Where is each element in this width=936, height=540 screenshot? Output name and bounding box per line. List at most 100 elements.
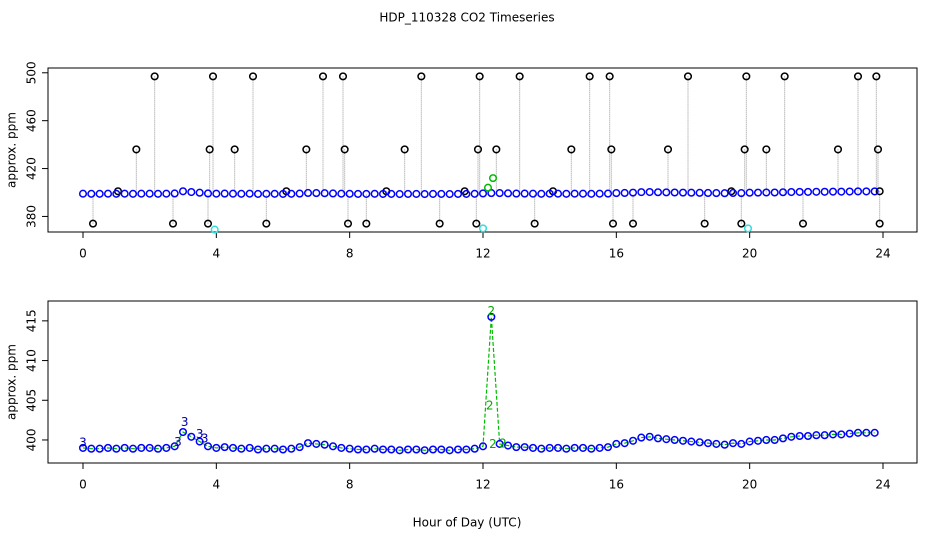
data-point [387,189,396,198]
data-point [603,189,613,198]
x-tick-label: 24 [875,478,890,492]
data-point [228,189,238,198]
data-point [712,189,721,198]
data-point [337,443,346,452]
data-point [578,189,588,198]
data-point [803,187,813,196]
data-point [205,145,214,154]
data-point [428,445,438,454]
data-point [612,439,621,448]
data-point [488,174,498,183]
x-tick-label: 8 [346,247,354,261]
data-point [820,431,829,440]
data-point [737,219,746,228]
x-axis-label: Hour of Day (UTC) [413,516,522,530]
data-point [187,187,196,197]
data-point [270,444,279,453]
data-point [737,189,746,198]
data-point [220,189,229,198]
data-point [412,445,421,454]
x-tick-label: 16 [609,478,624,492]
chart-title: HDP_110328 CO2 Timeseries [379,11,554,25]
data-point [248,72,258,81]
data-point [537,189,546,198]
data-point [862,187,871,196]
data-point [353,189,363,198]
data-point [530,219,539,228]
data-point [162,443,171,452]
data-point [362,219,371,228]
point-annotation: 2 [489,437,497,451]
data-point [712,439,721,448]
data-point [670,188,679,197]
data-point [873,145,883,154]
data-point [362,189,371,198]
data-point [295,443,304,452]
data-point [220,443,229,452]
data-point [417,72,426,81]
data-point [168,219,178,228]
data-point [178,427,188,437]
data-point [662,188,671,197]
data-point [237,189,246,198]
data-point [210,225,219,234]
data-point [420,446,429,455]
data-point [95,444,104,453]
data-point [870,187,879,196]
data-point [875,219,884,228]
y-tick-label: 380 [25,205,39,228]
data-point [720,189,729,198]
data-point [595,189,604,198]
data-point [400,145,409,154]
series-line [82,316,875,451]
plot-frame [47,67,918,233]
data-point [178,187,188,196]
data-point [678,188,688,197]
data-point [435,219,444,228]
point-annotation: 2 [499,436,507,450]
x-tick-label: 20 [742,247,757,261]
data-point [387,445,396,454]
data-point [620,439,629,448]
data-point [578,443,588,452]
data-point [687,188,696,197]
data-point [245,189,254,198]
data-point [445,446,454,455]
data-point [162,189,171,198]
data-point [653,434,663,443]
data-point [483,183,493,192]
data-point [762,145,771,154]
data-point [520,189,529,198]
data-point [195,188,204,197]
x-tick-label: 24 [875,247,890,261]
data-point [208,72,218,81]
x-tick-label: 8 [346,478,354,492]
data-point [87,189,96,198]
data-point [720,440,729,449]
data-point [478,189,488,198]
data-point [95,189,104,198]
data-point [678,436,688,445]
data-point [737,439,746,448]
data-point [145,443,154,452]
data-point [628,188,638,197]
y-tick-label: 460 [25,109,39,132]
data-point [520,443,529,452]
data-point [150,72,159,81]
data-point [437,189,446,198]
data-point [545,443,554,452]
point-annotation: 3 [181,415,189,429]
data-point [653,188,663,197]
data-point [340,145,349,154]
x-tick-label: 20 [742,478,757,492]
data-point [312,189,321,198]
y-axis-label: approx. ppm [5,112,19,188]
data-point [262,189,271,198]
data-point [472,219,481,228]
data-point [112,189,121,198]
data-point [318,72,328,81]
data-point [128,189,138,198]
data-point [798,219,808,228]
data-point [778,434,788,443]
y-tick-label: 500 [25,61,39,84]
